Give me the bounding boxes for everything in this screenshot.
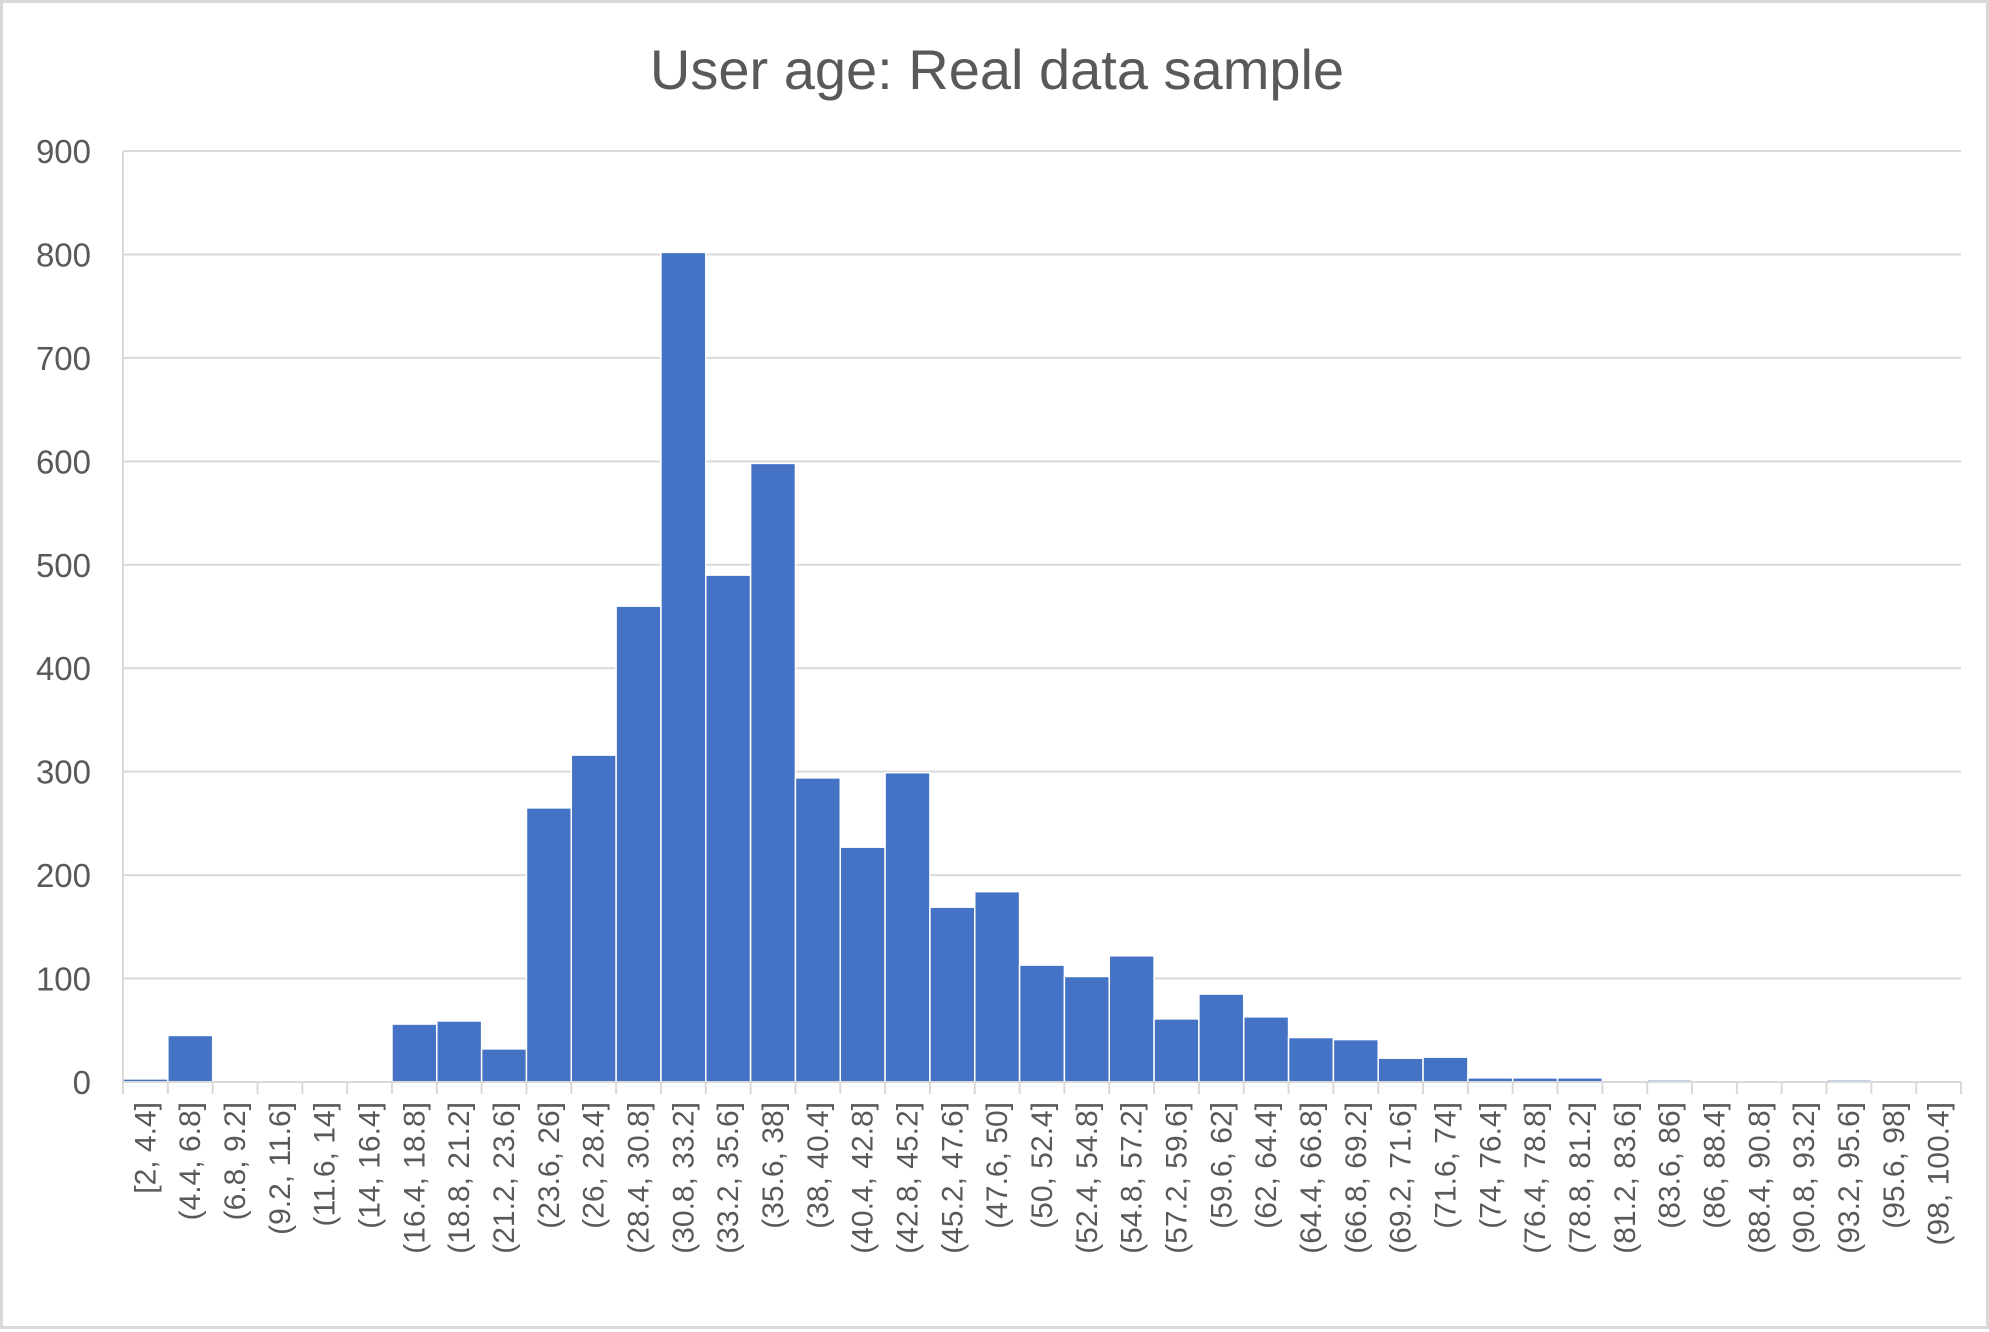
y-tick-label: 100 — [36, 961, 91, 998]
x-tick-label: (16.4, 18.8] — [398, 1102, 431, 1254]
histogram-bar — [660, 251, 707, 1083]
x-tick-label: (28.4, 30.8] — [623, 1102, 656, 1254]
histogram-chart: User age: Real data sample 0 100 200 300 400… — [36, 38, 1962, 1254]
x-tick-label: (42.8, 45.2] — [892, 1102, 925, 1254]
chart-title: User age: Real data sample — [650, 38, 1344, 101]
y-tick-label: 500 — [36, 547, 91, 584]
x-tick-label: (38, 40.4] — [802, 1102, 835, 1229]
histogram-bar — [1287, 1036, 1335, 1083]
y-tick-label: 200 — [36, 857, 91, 894]
x-tick-label: (11.6, 14] — [309, 1102, 342, 1227]
y-tick-label: 300 — [36, 754, 91, 791]
y-tick-label: 800 — [36, 236, 91, 273]
x-tick-label: (90.8, 93.2] — [1788, 1102, 1821, 1254]
x-tick-label: (95.6, 98] — [1878, 1102, 1911, 1229]
x-tick-label: (26, 28.4] — [578, 1102, 611, 1229]
x-tick-label: (71.6, 74] — [1429, 1102, 1462, 1229]
histogram-bar — [436, 1020, 483, 1083]
histogram-bar — [1422, 1056, 1469, 1083]
x-tick-label: (40.4, 42.8] — [847, 1102, 880, 1254]
gridlines — [123, 150, 1961, 980]
x-tick-label: (33.2, 35.6] — [712, 1102, 745, 1254]
x-tick-label: (14, 16.4] — [354, 1102, 387, 1229]
y-tick-label: 0 — [73, 1064, 91, 1101]
x-tick-label: (9.2, 11.6] — [264, 1102, 297, 1235]
histogram-bar — [391, 1023, 438, 1083]
x-tick-label: (18.8, 21.2] — [443, 1102, 476, 1254]
histogram-bar — [1063, 975, 1110, 1083]
x-tick-label: (52.4, 54.8] — [1071, 1102, 1104, 1254]
x-tick-label: (64.4, 66.8] — [1295, 1102, 1328, 1254]
histogram-bar — [525, 807, 573, 1083]
histogram-bar — [1108, 955, 1155, 1083]
x-tick-label: (62, 64.4] — [1250, 1102, 1283, 1229]
histogram-bar — [749, 462, 797, 1083]
x-tick-label: (98, 100.4] — [1923, 1102, 1956, 1245]
x-tick-label: (74, 76.4] — [1474, 1102, 1507, 1229]
histogram-bar — [480, 1048, 528, 1083]
x-tick-label: (86, 88.4] — [1698, 1102, 1731, 1229]
histogram-bar — [615, 605, 662, 1083]
histogram-bar — [839, 846, 886, 1083]
x-tick-label: (69.2, 71.6] — [1385, 1102, 1418, 1254]
histogram-bar — [167, 1034, 214, 1083]
x-tick-label: (45.2, 47.6] — [936, 1102, 969, 1254]
x-axis — [122, 151, 1962, 1094]
x-tick-label: (6.8, 9.2] — [219, 1102, 252, 1220]
histogram-bar — [929, 906, 976, 1083]
x-tick-label: (93.2, 95.6] — [1833, 1102, 1866, 1254]
y-tick-label: 600 — [36, 443, 91, 480]
x-tick-label: (81.2, 83.6] — [1609, 1102, 1642, 1254]
x-tick-label: (4.4, 6.8] — [174, 1102, 207, 1220]
histogram-bar — [1332, 1038, 1379, 1083]
histogram-bar — [1377, 1057, 1424, 1083]
x-tick-label: (59.6, 62] — [1205, 1102, 1238, 1229]
histogram-bar — [1198, 993, 1245, 1083]
x-tick-label: (47.6, 50] — [981, 1102, 1014, 1229]
histogram-bar — [794, 777, 842, 1083]
x-tick-label: (23.6, 26] — [533, 1102, 566, 1229]
y-axis-tick-labels: 0 100 200 300 400 500 600 700 800 900 — [36, 133, 91, 1101]
histogram-bar — [1153, 1018, 1200, 1083]
x-tick-label: (30.8, 33.2] — [667, 1102, 700, 1254]
bars — [122, 251, 1873, 1083]
y-tick-label: 700 — [36, 340, 91, 377]
x-tick-label: (88.4, 90.8] — [1743, 1102, 1776, 1254]
histogram-bar — [884, 771, 931, 1083]
histogram-bar — [1242, 1016, 1290, 1083]
x-tick-label: (78.8, 81.2] — [1564, 1102, 1597, 1254]
x-tick-label: (83.6, 86] — [1654, 1102, 1687, 1229]
x-tick-label: (57.2, 59.6] — [1160, 1102, 1193, 1254]
histogram-bar — [705, 574, 752, 1083]
x-tick-label: (50, 52.4] — [1026, 1102, 1059, 1229]
x-axis-tick-labels: [2, 4.4] (4.4, 6.8] (6.8, 9.2] (9.2, 11.6] (… — [129, 1102, 1955, 1254]
x-tick-label: (76.4, 78.8] — [1519, 1102, 1552, 1254]
histogram-bar — [974, 890, 1021, 1083]
x-tick-label: (54.8, 57.2] — [1116, 1102, 1149, 1254]
x-tick-label: (35.6, 38] — [757, 1102, 790, 1229]
x-tick-label: [2, 4.4] — [129, 1102, 162, 1194]
y-tick-label: 900 — [36, 133, 91, 170]
x-tick-label: (21.2, 23.6] — [488, 1102, 521, 1254]
y-tick-label: 400 — [36, 650, 91, 687]
x-tick-label: (66.8, 69.2] — [1340, 1102, 1373, 1254]
histogram-bar — [1018, 964, 1066, 1083]
histogram-bar — [570, 754, 617, 1083]
